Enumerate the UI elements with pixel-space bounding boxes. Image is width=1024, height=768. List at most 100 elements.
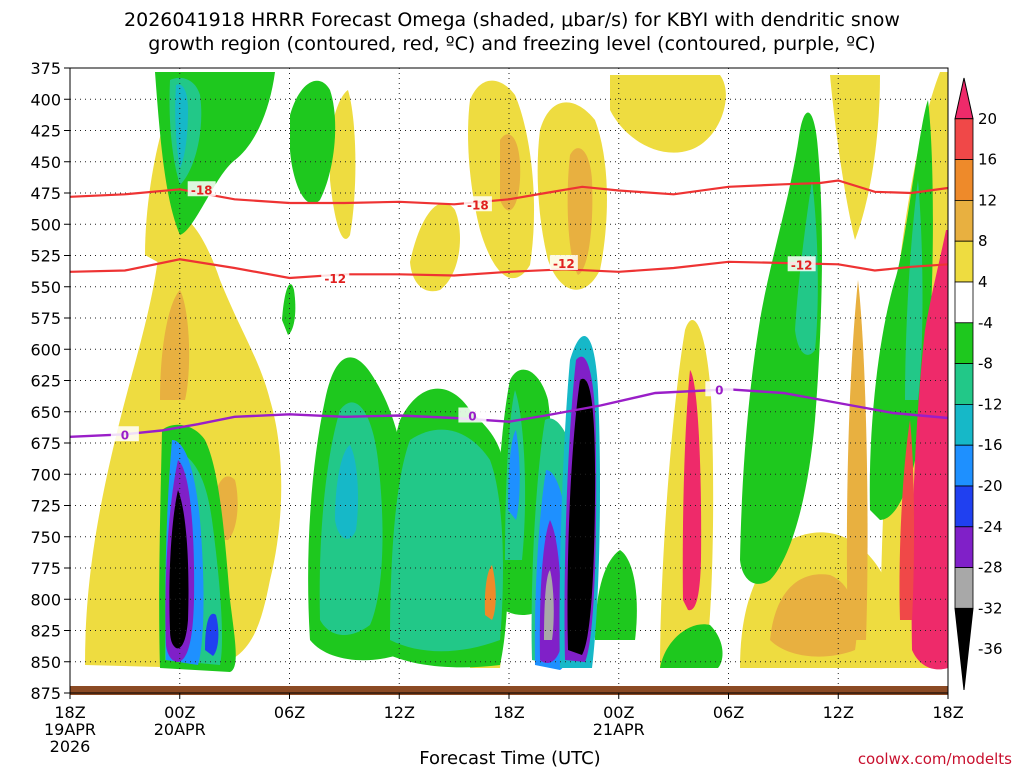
colorbar-arrow-top [954,77,974,120]
colorbar: 20 16 12 8 4 -4 -8 -12 -16 -20 -24 -28 -32 -36 [954,77,1003,691]
omega-region-neg-blue-c [508,430,520,520]
omega-region-neg-green-right1 [740,112,822,584]
omega-region-pos-orange-4 [770,574,857,657]
omega-region-neg-blue-top [175,84,188,168]
isotherm-line [70,258,948,280]
colorbar-swatch [954,199,974,242]
x-tick-label: 19APR [44,720,96,739]
colorbar-label: -36 [978,640,1003,658]
omega-region-neg-teal-wide [390,429,503,652]
omega-core-left-black [169,490,189,649]
contour-label-bg [458,407,487,423]
contour-label-bg [549,255,578,270]
y-tick-label: 450 [30,153,61,172]
omega-region-pos-orange-1 [160,290,190,400]
omega-region-neg-gray-b [544,570,554,640]
colorbar-swatch [954,159,974,201]
y-tick-label: 425 [30,122,61,141]
omega-region-neg-teal-right2 [905,180,923,400]
y-tick-label: 575 [30,309,61,328]
omega-core-orange-mid [484,565,496,620]
x-tick-label: 06Z [713,703,744,722]
omega-region-neg-green-tall [290,80,336,204]
contour-label: -18 [467,198,489,212]
y-tick-label: 500 [30,215,61,234]
contour-label-bg [705,381,734,397]
y-tick-label: 525 [30,247,61,266]
y-tick-label: 725 [30,497,61,516]
colorbar-label: 4 [978,273,988,291]
colorbar-label: 12 [978,191,997,209]
colorbar-label: -24 [978,518,1003,536]
omega-region-neg-blue-mid [335,445,358,539]
y-tick-label: 875 [30,684,61,703]
contour-label-bg [321,270,350,285]
colorbar-label: -8 [978,355,993,373]
colorbar-label: 20 [978,110,997,128]
colorbar-label: 8 [978,232,988,250]
colorbar-swatch [954,403,974,446]
contour-label: 0 [715,383,723,397]
y-tick-label: 475 [30,184,61,203]
y-tick-label: 400 [30,90,61,109]
colorbar-swatch [954,322,974,364]
colorbar-swatch [954,281,974,324]
chart-title-line2: growth region (contoured, red, ºC) and f… [148,33,875,55]
colorbar-swatch [954,363,974,405]
x-tick-label: 18Z [54,703,85,722]
y-tick-label: 800 [30,590,61,609]
contour-labels: -18 -18 -12 -12 -12 0 0 0 [110,181,816,442]
contour-label-bg [110,426,139,442]
chart-title-line1: 2026041918 HRRR Forecast Omega (shaded, … [124,9,900,31]
x-tick-label: 06Z [274,703,305,722]
x-tick-label: 2026 [50,737,91,756]
y-tick-label: 750 [30,528,61,547]
credit-url[interactable]: coolwx.com/modelts [858,750,1012,768]
y-tick-label: 775 [30,559,61,578]
colorbar-swatch [954,485,974,528]
omega-core-right-black [567,378,596,655]
omega-region-pos-orange-2 [567,148,593,275]
y-tick-label: 625 [30,372,61,391]
omega-region-neg-green-small [282,284,296,335]
omega-region-pos-upper-right [610,75,726,153]
contour-label-bg [787,256,816,272]
contour-label-bg [187,181,216,197]
colorbar-label: -12 [978,395,1003,413]
contour-label: 0 [468,410,476,424]
omega-region-pos-orange-5 [846,280,868,640]
colorbar-swatch [954,526,974,568]
colorbar-swatch [954,240,974,283]
omega-region-pos-upper-rr [830,75,880,240]
omega-region-pos-mid-top [330,90,356,239]
x-tick-label: 18Z [493,703,524,722]
colorbar-swatch [954,118,974,161]
contour-label: 0 [121,428,129,442]
contour-label: -18 [191,183,213,197]
colorbar-label: -32 [978,599,1003,617]
omega-shading [85,72,948,672]
y-tick-label: 375 [30,59,61,78]
x-tick-label: 18Z [932,703,963,722]
x-tick-label: 00Z [164,703,195,722]
terrain-ground [70,686,948,695]
contour-label: -12 [553,257,575,271]
colorbar-label: -16 [978,436,1003,454]
y-tick-label: 850 [30,653,61,672]
colorbar-arrow-bottom [954,607,974,691]
isotherm-line [70,179,948,206]
omega-core-pink-mid [682,370,702,611]
y-axis: 375 400 425 450 475 500 525 550 575 600 625 650 675 7… [30,59,70,703]
colorbar-label: 16 [978,151,997,169]
y-tick-label: 700 [30,465,61,484]
omega-region-pos-mid-band [410,203,460,292]
omega-core-pink-right [911,230,948,670]
omega-region-neg-green-c [595,550,637,640]
contour-label-bg [463,196,492,212]
omega-region-pos-orange-3 [500,134,521,211]
contour-label: -12 [324,272,346,286]
colorbar-swatch [954,444,974,487]
omega-region-neg-green-d [660,624,723,668]
